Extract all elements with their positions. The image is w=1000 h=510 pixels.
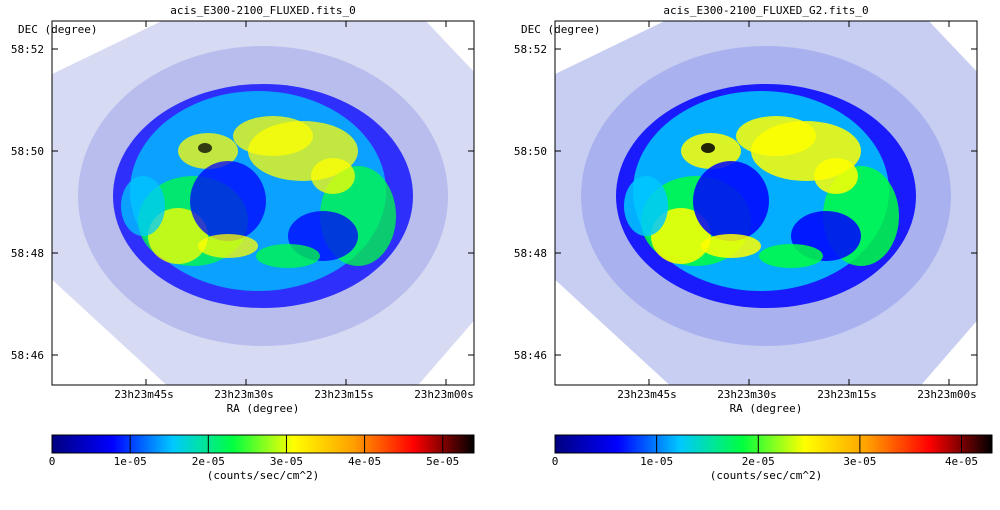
emission-region — [651, 208, 711, 264]
x-tick-label: 23h23m30s — [214, 388, 274, 401]
chart-panel-2: acis_E300-2100_FLUXED_G2.fits_0 DEC (degr… — [514, 4, 993, 482]
chart-panel-1: acis_E300-2100_FLUXED.fits_0 DEC (degree)… — [11, 4, 475, 482]
emission-region — [736, 116, 816, 156]
x-tick-label: 23h23m15s — [314, 388, 374, 401]
colorbar-tick-label: 0 — [49, 455, 56, 468]
y-tick-label: 58:52 — [11, 43, 44, 56]
y-tick-label: 58:46 — [514, 349, 547, 362]
x-tick-label: 23h23m15s — [817, 388, 877, 401]
colorbar-tick-label: 2e-05 — [742, 455, 775, 468]
x-tick-label: 23h23m30s — [717, 388, 777, 401]
chart-title: acis_E300-2100_FLUXED_G2.fits_0 — [663, 4, 868, 17]
chart-title: acis_E300-2100_FLUXED.fits_0 — [170, 4, 355, 17]
emission-region — [121, 176, 165, 236]
colorbar-label: (counts/sec/cm^2) — [710, 469, 823, 482]
y-tick-label: 58:50 — [11, 145, 44, 158]
y-tick-label: 58:48 — [11, 247, 44, 260]
colorbar-tick-label: 2e-05 — [192, 455, 225, 468]
y-axis-label: DEC (degree) — [18, 23, 97, 36]
emission-region — [701, 234, 761, 258]
emission-region — [814, 158, 858, 194]
x-tick-label: 23h23m45s — [114, 388, 174, 401]
emission-region — [190, 161, 266, 241]
emission-region — [198, 234, 258, 258]
colorbar-tick-label: 3e-05 — [843, 455, 876, 468]
colorbar-tick-label: 5e-05 — [426, 455, 459, 468]
emission-region — [198, 143, 212, 153]
colorbar-tick-label: 0 — [552, 455, 559, 468]
plot-frame — [554, 20, 978, 386]
emission-region — [311, 158, 355, 194]
heatmap-image — [555, 21, 977, 385]
colorbar — [51, 434, 475, 454]
plot-frame — [51, 20, 475, 386]
colorbar-label: (counts/sec/cm^2) — [207, 469, 320, 482]
emission-region — [233, 116, 313, 156]
colorbar-tick-label: 4e-05 — [348, 455, 381, 468]
y-tick-label: 58:50 — [514, 145, 547, 158]
x-tick-label: 23h23m45s — [617, 388, 677, 401]
y-axis-label: DEC (degree) — [521, 23, 600, 36]
emission-region — [624, 176, 668, 236]
colorbar-tick-label: 1e-05 — [640, 455, 673, 468]
x-tick-label: 23h23m00s — [414, 388, 474, 401]
colorbar-tick-label: 1e-05 — [114, 455, 147, 468]
colorbar-tick-label: 4e-05 — [945, 455, 978, 468]
colorbar — [554, 434, 993, 454]
emission-region — [701, 143, 715, 153]
emission-region — [759, 244, 823, 268]
colorbar-tick-label: 3e-05 — [270, 455, 303, 468]
emission-region — [148, 208, 208, 264]
heatmap-image — [52, 21, 474, 385]
emission-region — [693, 161, 769, 241]
y-tick-label: 58:48 — [514, 247, 547, 260]
emission-region — [256, 244, 320, 268]
x-axis-label: RA (degree) — [730, 402, 803, 415]
y-tick-label: 58:52 — [514, 43, 547, 56]
y-tick-label: 58:46 — [11, 349, 44, 362]
x-tick-label: 23h23m00s — [917, 388, 977, 401]
x-axis-label: RA (degree) — [227, 402, 300, 415]
